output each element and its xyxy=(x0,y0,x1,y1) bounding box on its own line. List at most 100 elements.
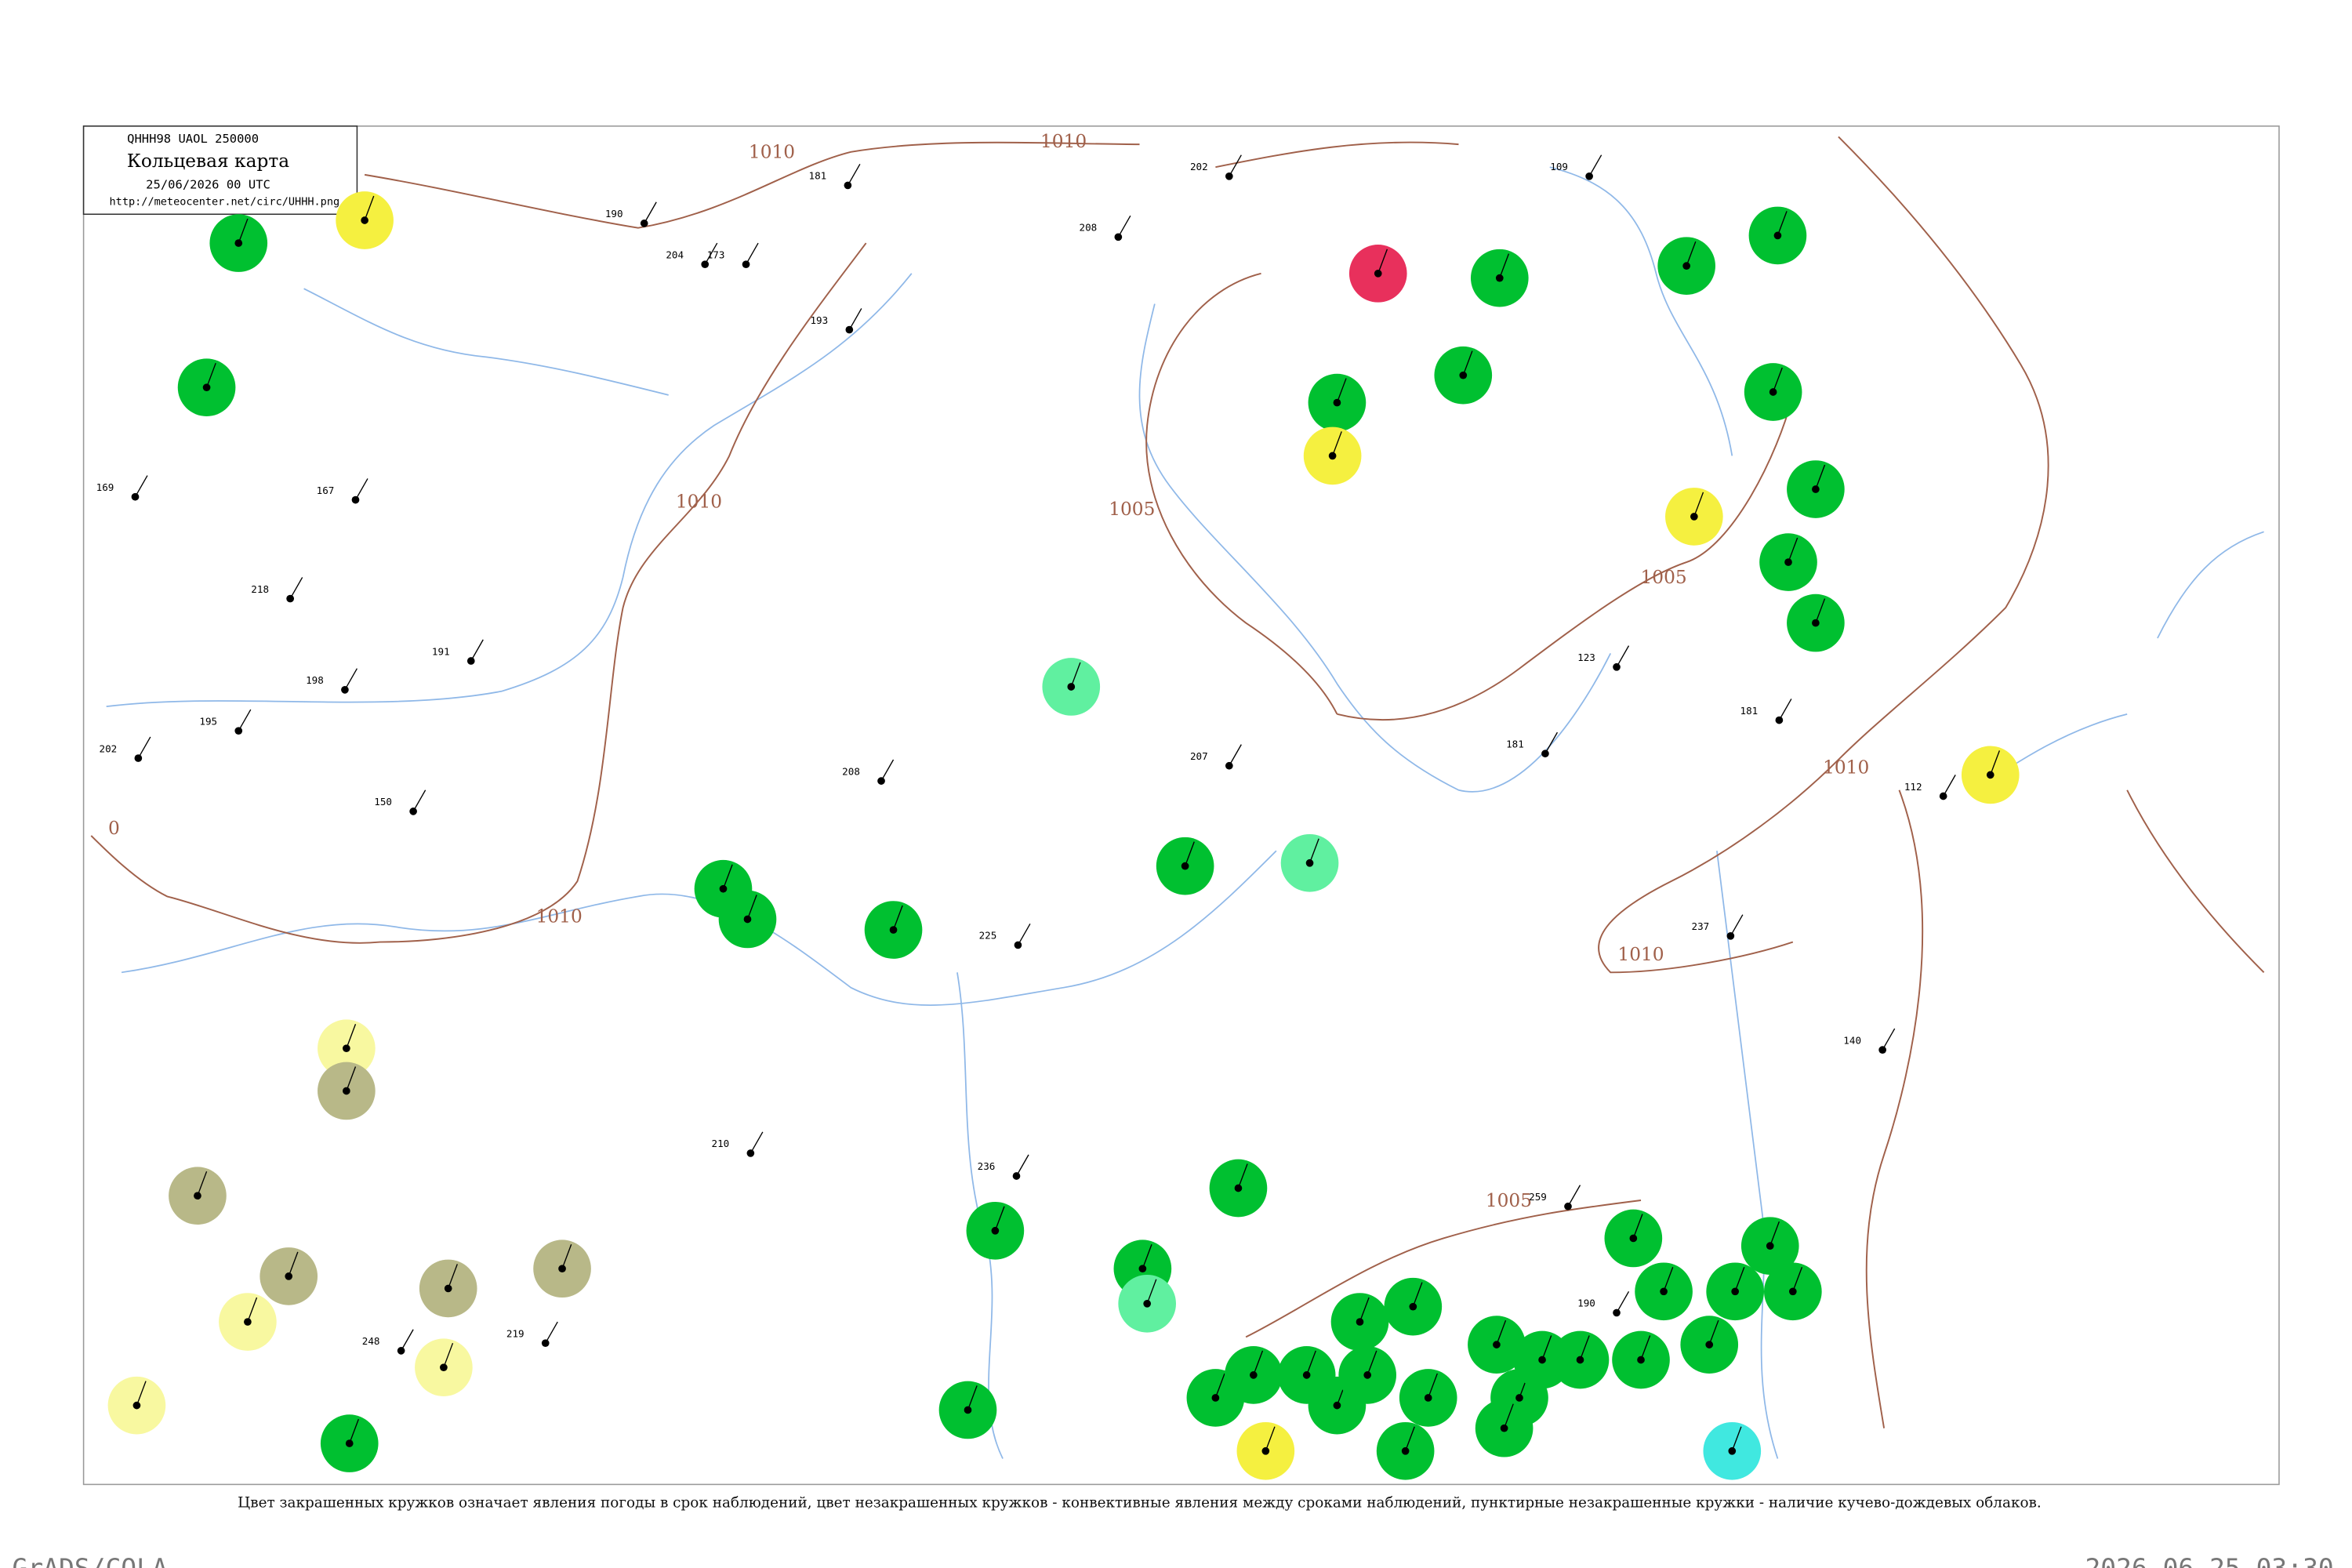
wind-barb xyxy=(288,1251,299,1277)
station-label: 173 xyxy=(707,249,725,260)
wind-barb xyxy=(1117,215,1131,238)
wind-barb xyxy=(545,1321,558,1344)
wind-barb xyxy=(1017,923,1031,946)
wind-barb xyxy=(238,218,249,244)
station-dot xyxy=(1538,1356,1546,1364)
wind-barb xyxy=(880,759,895,782)
wind-barb xyxy=(1331,431,1342,456)
wind-barb xyxy=(1990,750,2001,775)
wind-barb xyxy=(1567,1185,1581,1207)
wind-barb xyxy=(1815,464,1826,490)
station-label: 237 xyxy=(1692,920,1710,932)
station-dot xyxy=(1459,371,1468,379)
wind-barb xyxy=(1640,1335,1651,1360)
wind-barb xyxy=(1815,598,1826,623)
wind-barb xyxy=(443,1342,454,1368)
wind-barb xyxy=(1778,699,1792,720)
header-date: 25/06/2026 00 UTC xyxy=(146,177,270,191)
wind-barb xyxy=(136,1381,147,1406)
wind-barb xyxy=(346,1023,357,1049)
caption: Цвет закрашенных кружков означает явлени… xyxy=(238,1494,2042,1511)
wind-barb xyxy=(704,242,718,265)
station-dot xyxy=(1211,1394,1220,1402)
wind-barb xyxy=(1462,350,1473,376)
station-label: 191 xyxy=(432,645,450,657)
isobar-label: 0 xyxy=(108,818,120,839)
station-label: 181 xyxy=(1740,705,1759,717)
wind-barb xyxy=(561,1243,572,1269)
wind-barb xyxy=(1237,1163,1248,1189)
wind-barb xyxy=(1359,1297,1370,1323)
wind-barb xyxy=(1265,1426,1276,1452)
station-label: 236 xyxy=(978,1160,996,1172)
wind-barb xyxy=(1693,492,1704,517)
station-dot xyxy=(1515,1394,1523,1402)
wind-barb xyxy=(289,577,303,599)
wind-barb xyxy=(994,1206,1005,1232)
isobar-label: 1010 xyxy=(1040,131,1087,152)
isobar-label: 1005 xyxy=(1486,1190,1532,1211)
wind-barb xyxy=(722,864,733,889)
wind-barb xyxy=(1377,249,1388,274)
station-label: 193 xyxy=(810,314,828,326)
station-label: 112 xyxy=(1904,781,1922,793)
wind-barb xyxy=(1070,662,1081,688)
station-label: 210 xyxy=(712,1138,730,1149)
wind-barb xyxy=(1731,1426,1742,1452)
wind-barb xyxy=(1686,241,1697,267)
wind-barb xyxy=(1142,1243,1152,1269)
wind-barb xyxy=(1616,1290,1630,1313)
station-label: 167 xyxy=(317,485,335,496)
wind-barb xyxy=(344,668,358,691)
station-label: 219 xyxy=(506,1327,524,1339)
wind-barb xyxy=(1336,378,1347,403)
station-label: 204 xyxy=(666,249,684,260)
station-dot xyxy=(1225,172,1233,180)
wind-barb xyxy=(412,789,426,812)
footer-left: GrADS/COLA xyxy=(13,1553,168,1568)
wind-barb xyxy=(1214,1373,1225,1399)
station-label: 198 xyxy=(306,674,324,686)
wind-barb xyxy=(1663,1267,1674,1292)
isobar-label: 1010 xyxy=(536,906,583,927)
station-label: 109 xyxy=(1550,161,1568,172)
wind-barb xyxy=(205,362,216,388)
wind-barb xyxy=(354,478,368,500)
header-code: QHHH98 UAOL 250000 xyxy=(127,132,259,146)
wind-barb xyxy=(401,1329,414,1352)
wind-barb xyxy=(1496,1319,1507,1345)
station-label: 169 xyxy=(96,481,114,493)
wind-barb xyxy=(967,1385,978,1410)
station-label: 248 xyxy=(362,1335,380,1347)
station-label: 207 xyxy=(1190,750,1208,762)
station-label: 181 xyxy=(1506,738,1524,750)
plain-stations: 109 202 208 181 190 204 173 193 167 169 218 198 191 1… xyxy=(96,154,1956,1355)
wind-barb xyxy=(1306,1350,1316,1376)
isobar-label: 1005 xyxy=(1109,499,1155,520)
wind-barb xyxy=(1788,537,1798,563)
isobars xyxy=(90,136,2265,1428)
station-label: 208 xyxy=(1080,222,1098,234)
wind-barb xyxy=(1943,775,1956,797)
isobar-label: 1005 xyxy=(1641,567,1687,588)
wind-barb xyxy=(848,308,862,330)
wind-barb xyxy=(1367,1350,1377,1376)
station-label: 181 xyxy=(809,170,827,182)
header-title: Кольцевая карта xyxy=(127,151,289,172)
wind-barb xyxy=(1184,841,1195,866)
wind-barb xyxy=(1544,731,1559,754)
station-dot xyxy=(1424,1394,1432,1402)
wind-barb xyxy=(1772,367,1783,393)
station-label: 123 xyxy=(1577,652,1595,663)
station-label: 225 xyxy=(979,930,997,942)
wind-barb xyxy=(1412,1282,1423,1307)
station-label: 218 xyxy=(251,583,269,595)
wind-barb xyxy=(238,709,252,731)
station-dot xyxy=(234,239,243,247)
station-label: 202 xyxy=(1190,161,1208,172)
station-label: 208 xyxy=(842,765,860,777)
isobar-labels: 1010 1010 1010 1005 1005 1010 1005 1010 1010 0 xyxy=(108,131,1869,1211)
wind-barb xyxy=(1882,1028,1896,1051)
